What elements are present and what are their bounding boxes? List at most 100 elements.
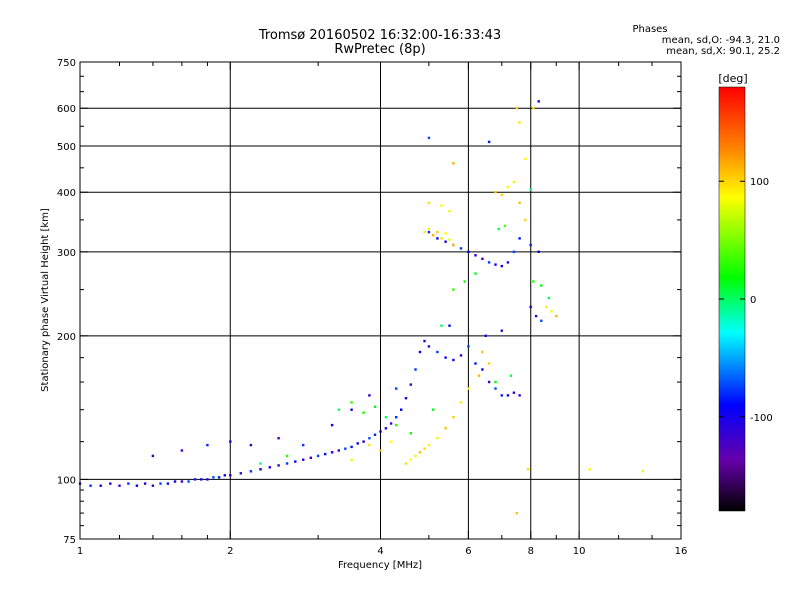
- scatter-point: [379, 449, 382, 452]
- scatter-point: [518, 121, 521, 124]
- scatter-point: [494, 191, 497, 194]
- scatter-point: [487, 380, 491, 384]
- scatter-point: [436, 230, 439, 234]
- scatter-point: [294, 460, 297, 463]
- scatter-point: [545, 305, 548, 309]
- scatter-point: [444, 240, 447, 243]
- colorbar-tick-label: 100: [750, 177, 769, 188]
- y-tick-label: 100: [57, 475, 76, 486]
- scatter-point: [641, 470, 644, 473]
- scatter-point: [524, 218, 527, 222]
- scatter-point: [440, 204, 443, 207]
- scatter-point: [368, 443, 371, 447]
- scatter-point: [427, 230, 431, 234]
- grid-lines: [80, 62, 681, 539]
- scatter-point: [302, 443, 305, 447]
- scatter-point: [500, 264, 503, 268]
- scatter-point: [350, 408, 353, 411]
- scatter-point: [350, 458, 353, 461]
- scatter-point: [384, 427, 388, 430]
- scatter-point: [481, 350, 484, 354]
- scatter-point: [481, 257, 484, 260]
- legend-line-o: mean, sd,O: -94.3, 21.0: [662, 35, 780, 46]
- scatter-point: [127, 482, 130, 485]
- colorbar-ticks: 100 0 -100: [719, 177, 773, 424]
- legend-title: Phases: [632, 24, 667, 35]
- scatter-point: [427, 201, 431, 204]
- scatter-point: [555, 314, 558, 318]
- scatter-point: [432, 408, 435, 411]
- scatter-point: [432, 234, 435, 237]
- scatter-point: [206, 443, 209, 447]
- scatter-point: [350, 445, 353, 449]
- scatter-point: [436, 237, 439, 240]
- scatter-point: [151, 454, 155, 458]
- scatter-point: [427, 227, 431, 231]
- scatter-point: [506, 261, 510, 264]
- scatter-point: [259, 468, 262, 471]
- scatter-point: [509, 374, 513, 377]
- scatter-point: [518, 394, 521, 397]
- scatter-point: [229, 440, 232, 443]
- scatter-point: [512, 180, 516, 184]
- scatter-point: [249, 470, 253, 473]
- scatter-point: [330, 423, 334, 427]
- scatter-point: [452, 243, 455, 247]
- scatter-point: [418, 350, 422, 354]
- scatter-point: [384, 416, 388, 419]
- scatter-point: [362, 411, 365, 414]
- scatter-point: [427, 443, 431, 447]
- scatter-point: [423, 339, 426, 343]
- scatter-point: [444, 356, 447, 359]
- scatter-point: [532, 107, 535, 110]
- scatter-point: [452, 416, 455, 419]
- scatter-point: [515, 107, 518, 110]
- scatter-point: [259, 462, 262, 465]
- scatter-point: [497, 227, 500, 231]
- scatter-point: [143, 482, 147, 485]
- scatter-point: [459, 247, 463, 250]
- scatter-point: [409, 432, 412, 435]
- scatter-point: [448, 238, 451, 241]
- scatter-point: [180, 480, 184, 483]
- scatter-point: [173, 480, 177, 483]
- axis-ticks: 1 2 4 6 8 10 16 75 100 200 300 400 500 600 750: [57, 58, 687, 557]
- scatter-point: [550, 310, 553, 313]
- y-tick-label: 400: [57, 188, 76, 199]
- scatter-point: [474, 272, 477, 275]
- scatter-point: [302, 458, 305, 461]
- scatter-point: [217, 476, 221, 479]
- scatter-point: [135, 484, 139, 487]
- scatter-point: [223, 474, 226, 477]
- colorbar-tick-label: -100: [750, 413, 773, 424]
- scatter-point: [515, 511, 518, 515]
- scatter-point: [474, 254, 477, 257]
- x-tick-label: 6: [465, 546, 471, 557]
- scatter-point: [324, 452, 327, 456]
- scatter-point: [427, 136, 431, 140]
- scatter-point: [414, 368, 417, 371]
- x-tick-label: 8: [528, 546, 534, 557]
- scatter-point: [362, 440, 365, 443]
- scatter-point: [444, 232, 447, 235]
- scatter-point: [436, 437, 439, 440]
- scatter-point: [500, 394, 503, 397]
- scatter-point: [537, 250, 540, 253]
- scatter-point: [337, 408, 340, 411]
- scatter-point: [368, 437, 371, 440]
- colorbar-label: [deg]: [718, 72, 747, 85]
- scatter-point: [356, 442, 359, 445]
- scatter-point: [487, 362, 491, 365]
- x-tick-label: 16: [675, 546, 688, 557]
- scatter-point: [484, 334, 487, 337]
- scatter-point: [206, 478, 209, 481]
- scatter-point: [330, 451, 334, 454]
- x-tick-label: 1: [77, 546, 83, 557]
- y-axis-label: Stationary phase Virtual Height [km]: [40, 208, 51, 392]
- scatter-point: [467, 345, 470, 348]
- scatter-point: [379, 430, 382, 433]
- chart-subtitle: RwPretec (8p): [334, 42, 425, 57]
- scatter-point: [409, 383, 412, 386]
- scatter-point: [159, 482, 162, 485]
- scatter-point: [187, 480, 190, 483]
